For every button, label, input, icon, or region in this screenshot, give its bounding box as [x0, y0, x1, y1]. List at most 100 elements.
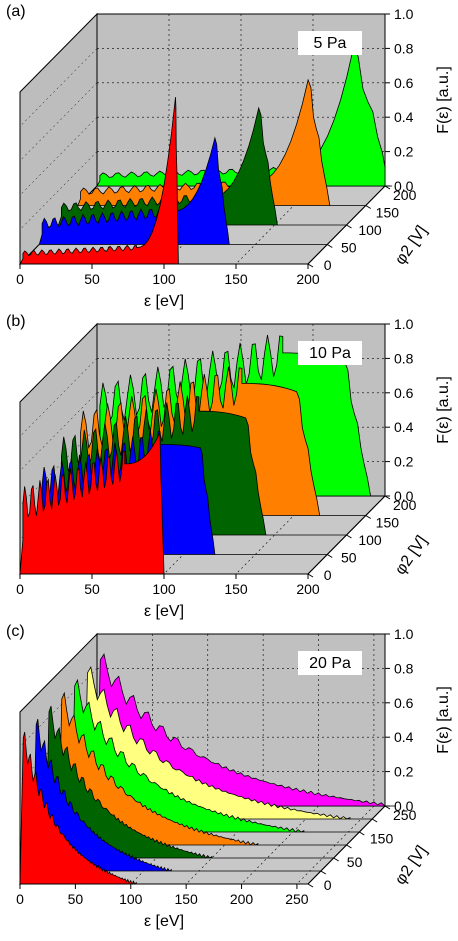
z-tick-label: 0	[324, 257, 332, 273]
x-tick-label: 0	[16, 581, 24, 597]
annotation-box	[298, 341, 362, 365]
x-tick-label: 200	[296, 271, 320, 287]
z-tick-label: 200	[393, 497, 417, 513]
wall-grid-line	[19, 117, 98, 196]
series-area	[32, 718, 172, 872]
x-tick-label: 0	[16, 891, 24, 907]
right-diag-edge	[307, 805, 386, 885]
z-tick	[346, 224, 352, 229]
z-tick-label: 0	[324, 877, 332, 893]
y-tick-label: 1.0	[394, 626, 414, 642]
x-tick-label: 100	[152, 271, 176, 287]
x-axis-label: ε [eV]	[144, 603, 184, 620]
z-tick-label: 50	[347, 854, 363, 870]
right-diag-edge	[307, 495, 386, 575]
z-tick-label: 150	[376, 515, 400, 531]
wall-grid-line	[19, 358, 98, 437]
series-area	[83, 665, 351, 820]
z-tick-label: 100	[358, 222, 382, 238]
x-tick-label: 150	[224, 271, 248, 287]
z-axis-label: φ2 [V]	[392, 843, 431, 888]
z-tick	[384, 495, 391, 500]
x-tick-label: 150	[224, 581, 248, 597]
z-tick	[384, 805, 391, 810]
pressure-annotation: 20 Pa	[309, 655, 351, 672]
y-tick-label: 0.2	[394, 454, 414, 470]
y-tick-label: 0.6	[394, 75, 414, 91]
y-tick-label: 0.4	[394, 109, 414, 125]
y-tick-label: 0.0	[394, 488, 414, 504]
z-tick	[384, 185, 391, 190]
z-tick	[365, 515, 372, 519]
annotation-box	[298, 31, 362, 55]
z-tick	[346, 534, 352, 539]
z-tick	[371, 818, 378, 823]
panel-label: (c)	[6, 623, 25, 640]
panel-label: (b)	[6, 313, 26, 330]
z-tick	[307, 883, 314, 888]
z-tick	[326, 554, 333, 558]
y-tick-label: 1.0	[394, 6, 414, 22]
floor-grid-line	[235, 185, 314, 265]
y-tick-label: 0.6	[394, 695, 414, 711]
y-axis-label: F(ε) [a.u.]	[435, 66, 452, 134]
y-tick-label: 0.8	[394, 350, 414, 366]
y-tick-label: 0.8	[394, 660, 414, 676]
y-axis-label: F(ε) [a.u.]	[435, 376, 452, 444]
y-tick-label: 0.8	[394, 40, 414, 56]
series-area	[70, 678, 305, 833]
x-tick-label: 50	[68, 891, 84, 907]
x-axis-label: ε [eV]	[144, 913, 184, 930]
series-area	[19, 97, 179, 265]
z-tick	[307, 573, 314, 578]
z-tick-label: 50	[341, 550, 357, 566]
z-tick	[346, 844, 352, 849]
x-tick-label: 0	[16, 271, 24, 287]
pressure-annotation: 10 Pa	[309, 345, 351, 362]
z-tick	[365, 205, 372, 209]
floor-grid-line	[163, 495, 242, 575]
x-tick-label: 100	[152, 581, 176, 597]
y-tick-label: 0.0	[394, 798, 414, 814]
y-tick-label: 0.4	[394, 419, 414, 435]
pressure-annotation: 5 Pa	[314, 35, 347, 52]
wall-grid-line	[19, 48, 98, 127]
z-axis-label: φ2 [V]	[392, 223, 431, 268]
wall-grid-line	[19, 151, 98, 230]
x-tick-label: 100	[119, 891, 143, 907]
z-tick-label: 200	[393, 187, 417, 203]
panel-label: (a)	[6, 3, 26, 20]
x-tick-label: 150	[174, 891, 198, 907]
z-tick	[320, 870, 327, 875]
x-tick-label: 50	[84, 271, 100, 287]
z-tick-label: 50	[341, 240, 357, 256]
z-tick-label: 0	[324, 567, 332, 583]
wall-grid-line	[19, 702, 98, 781]
chart-panel: 0.00.20.40.60.81.0F(ε) [a.u.]0 50 100 150 20…	[6, 3, 452, 310]
y-tick-label: 0.2	[394, 144, 414, 160]
x-axis-label: ε [eV]	[144, 293, 184, 310]
z-tick	[359, 831, 365, 836]
floor-grid-line	[235, 495, 314, 575]
x-tick-label: 200	[296, 581, 320, 597]
z-tick-label: 100	[358, 532, 382, 548]
wall-grid-line	[19, 668, 98, 747]
series-area	[19, 731, 137, 885]
x-tick-label: 200	[230, 891, 254, 907]
right-diag-edge	[307, 185, 386, 265]
annotation-box	[298, 651, 362, 675]
series-area	[19, 431, 165, 575]
series-area	[58, 691, 259, 846]
z-tick-label: 250	[393, 807, 417, 823]
chart-panel: 0.0 0.2 0.4 0.6 0.8 1.0 F(ε) [a.u.] 0 50 100 150 20…	[6, 623, 452, 930]
y-tick-label: 0.4	[394, 729, 414, 745]
y-tick-label: 0.2	[394, 764, 414, 780]
y-tick-label: 0.0	[394, 178, 414, 194]
series-area	[38, 136, 230, 245]
z-tick	[326, 244, 333, 248]
y-axis-label: F(ε) [a.u.]	[435, 686, 452, 754]
chart-panel: 0.00.20.40.60.81.0F(ε) [a.u.]0 50 100 150 20…	[6, 313, 452, 620]
x-tick-label: 50	[84, 581, 100, 597]
